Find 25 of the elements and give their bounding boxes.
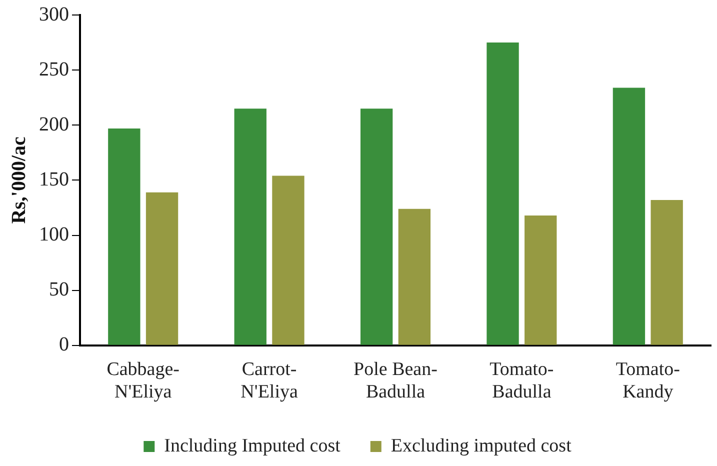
y-tick-label: 200 <box>39 113 69 136</box>
bar <box>108 128 140 345</box>
bar <box>486 42 519 345</box>
x-tick-label: Pole Bean- Badulla <box>354 358 438 403</box>
x-tick-label: Carrot- N'Eliya <box>240 358 298 403</box>
bar <box>360 108 393 345</box>
x-tick-label: Cabbage- N'Eliya <box>106 358 180 403</box>
y-tick-label: 100 <box>39 224 69 246</box>
legend-label: Excluding imputed cost <box>390 435 572 456</box>
y-tick-label: 250 <box>39 58 69 80</box>
bar <box>234 108 266 345</box>
x-tick-label: Tomato- Badulla <box>490 358 554 403</box>
y-tick-label: 0 <box>59 334 69 356</box>
bar <box>650 200 683 345</box>
y-tick-label: 50 <box>49 278 69 301</box>
bar <box>524 215 557 345</box>
bar <box>398 208 431 345</box>
x-tick-label: Tomato- Kandy <box>616 358 680 403</box>
legend-label: Including Imputed cost <box>164 435 342 456</box>
bar <box>272 176 304 345</box>
y-axis-title: Rs,'000/ac <box>8 136 30 224</box>
y-tick-label: 300 <box>39 3 69 26</box>
y-tick-label: 150 <box>39 168 69 190</box>
bar <box>146 192 178 345</box>
bar <box>612 88 646 345</box>
